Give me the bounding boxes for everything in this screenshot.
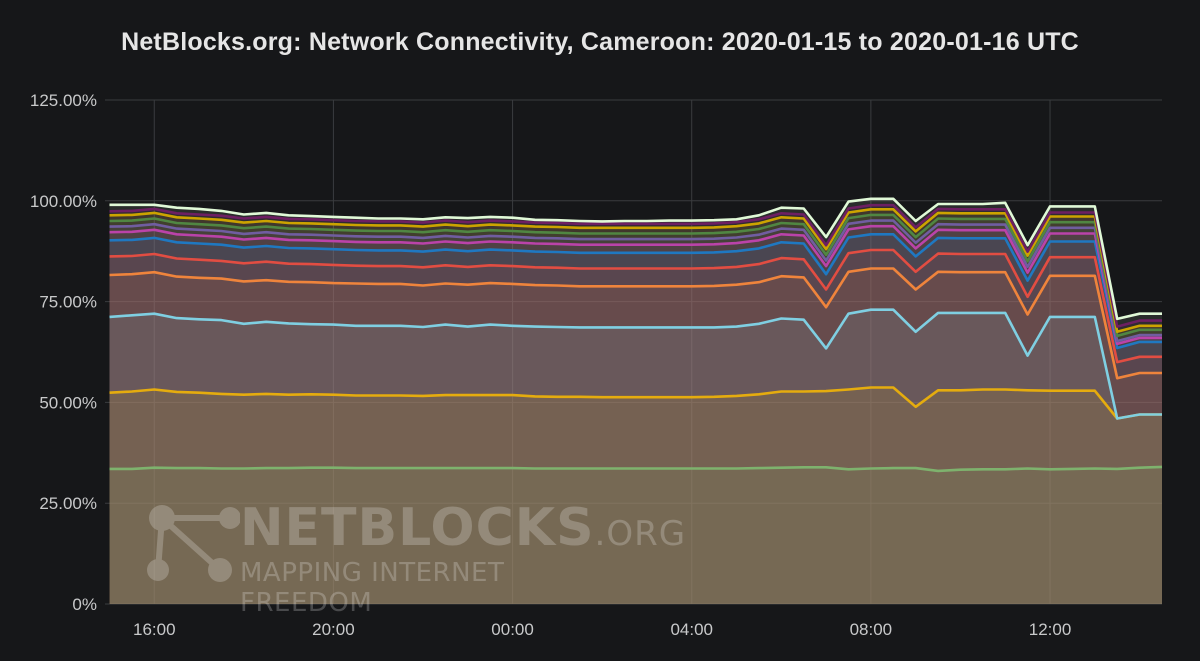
watermark: NETBLOCKS.ORG MAPPING INTERNET FREEDOM	[140, 498, 685, 618]
x-tick-label: 04:00	[670, 620, 713, 639]
x-tick-label: 12:00	[1029, 620, 1072, 639]
y-tick-label: 25.00%	[39, 494, 97, 513]
grid-lines	[105, 99, 1162, 605]
series-area-4	[109, 250, 1163, 604]
series-line-10	[109, 203, 1162, 328]
series-area-11	[109, 198, 1163, 605]
x-tick-label: 00:00	[491, 620, 534, 639]
series-line-5	[109, 233, 1162, 350]
series-area-6	[109, 226, 1163, 604]
series-lines	[109, 197, 1163, 473]
x-tick-label: 08:00	[850, 620, 893, 639]
y-tick-label: 100.00%	[30, 192, 97, 211]
series-area-3	[109, 268, 1163, 604]
y-tick-label: 50.00%	[39, 393, 97, 412]
x-axis-ticks: 16:00 20:00 00:00 04:00 08:00 12:00	[133, 620, 1071, 639]
series-line-3	[109, 267, 1162, 380]
watermark-brand-suffix: .ORG	[594, 514, 687, 554]
series-area-8	[109, 214, 1163, 604]
watermark-brand-name: NETBLOCKS	[240, 498, 595, 558]
series-line-9	[109, 208, 1162, 334]
watermark-brand: NETBLOCKS.ORG	[240, 498, 686, 558]
series-line-2	[109, 308, 1162, 420]
watermark-tagline: MAPPING INTERNET FREEDOM	[240, 558, 505, 618]
y-tick-label: 0%	[72, 595, 97, 614]
y-axis-ticks: 0% 25.00% 50.00% 75.00% 100.00% 125.00%	[30, 91, 97, 614]
series-areas	[109, 198, 1163, 605]
series-line-6	[109, 224, 1162, 346]
series-line-1	[109, 386, 1162, 420]
series-area-2	[109, 309, 1163, 604]
chart-title: NetBlocks.org: Network Connectivity, Cam…	[121, 28, 1079, 56]
series-area-1	[109, 387, 1163, 604]
series-area-10	[109, 205, 1163, 604]
series-line-11	[109, 197, 1162, 321]
series-area-9	[109, 209, 1163, 605]
series-area-0	[109, 466, 1163, 604]
x-tick-label: 20:00	[312, 620, 355, 639]
y-tick-label: 125.00%	[30, 91, 97, 110]
series-line-0	[109, 465, 1163, 473]
series-line-4	[109, 248, 1162, 364]
netblocks-logo-icon	[147, 505, 240, 582]
x-tick-label: 16:00	[133, 620, 176, 639]
y-tick-label: 75.00%	[39, 293, 97, 312]
series-line-8	[109, 213, 1162, 338]
series-line-7	[109, 219, 1162, 343]
